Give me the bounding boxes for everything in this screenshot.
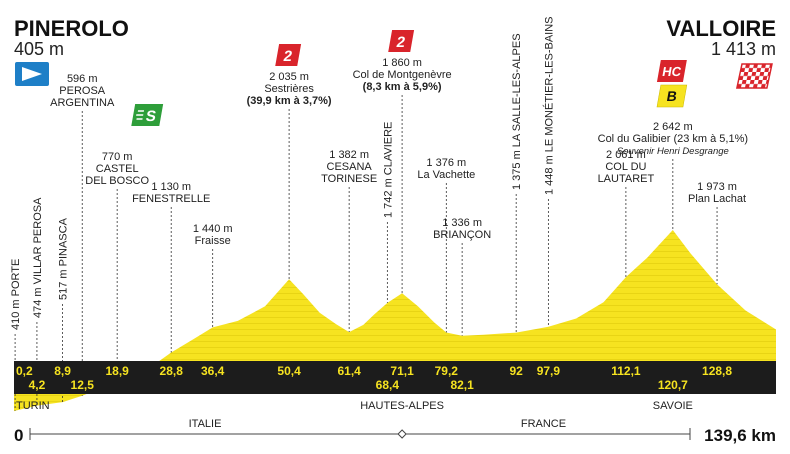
point-label: LAUTARET <box>598 173 655 185</box>
profile-area <box>14 230 776 412</box>
point-label: Col de Montgenèvre <box>353 69 452 81</box>
country-label: FRANCE <box>521 418 566 430</box>
point-label: 1 742 m CLAVIERE <box>382 122 394 218</box>
point-label: BRIANÇON <box>433 229 491 241</box>
bottom-group: TURIN HAUTES-ALPES SAVOIE ITALIE FRANCE 0 139,… <box>14 400 776 445</box>
sprint-bg <box>131 104 164 126</box>
start-altitude: 405 m <box>14 39 64 59</box>
point-label: La Vachette <box>417 169 475 181</box>
point-label: Col du Galibier (23 km à 5,1%) <box>598 133 748 145</box>
region-label: HAUTES-ALPES <box>360 400 444 412</box>
point-label: 1 973 m <box>697 181 737 193</box>
finish-town: VALLOIRE <box>666 16 776 41</box>
climb-hc-bg <box>656 60 687 82</box>
point-label: 1 448 m LE MONÉTIER-LES-BAINS <box>542 17 555 196</box>
point-label: Sestrières <box>264 83 314 95</box>
point-label: (8,3 km à 5,9%) <box>363 81 442 93</box>
point-label: Souvenir Henri Desgrange <box>617 146 729 157</box>
climb-cat2-bg <box>275 44 302 66</box>
distance-zero-label: 0 <box>14 426 23 445</box>
km-mark-label: 71,1 <box>390 364 414 378</box>
km-mark-label: 128,8 <box>702 364 732 378</box>
point-label: 1 382 m <box>329 149 369 161</box>
km-mark-label: 97,9 <box>537 364 561 378</box>
souvenir-b-label: B <box>665 88 678 104</box>
point-label: 1 440 m <box>193 223 233 235</box>
km-mark-label: 79,2 <box>435 364 459 378</box>
km-mark-label: 92 <box>509 364 523 378</box>
point-label: 517 m PINASCA <box>58 217 70 300</box>
km-mark-label: 112,1 <box>611 364 641 378</box>
country-label: ITALIE <box>189 418 222 430</box>
point-label: 1 376 m <box>426 157 466 169</box>
climb-hc-icon: HC <box>656 60 687 82</box>
region-label: SAVOIE <box>653 400 693 412</box>
point-label: 410 m PORTE <box>10 259 22 330</box>
km-band <box>14 361 776 394</box>
climb-hc-label: HC <box>661 64 683 79</box>
sprint-label: S <box>144 108 157 125</box>
km-mark-label: 18,9 <box>105 364 129 378</box>
point-label: 474 m VILLAR PEROSA <box>32 197 44 318</box>
climb-cat2-icon: 2 <box>275 44 302 66</box>
climb-cat2-label: 2 <box>395 34 406 51</box>
point-label: Fraisse <box>195 235 231 247</box>
km-mark-label: 50,4 <box>277 364 301 378</box>
point-label: TORINESE <box>321 173 377 185</box>
point-label: 1 336 m <box>442 217 482 229</box>
km-mark-label: 12,5 <box>71 378 95 392</box>
km-mark-label: 8,9 <box>54 364 71 378</box>
point-label: COL DU <box>605 161 646 173</box>
km-mark-label: 68,4 <box>376 378 400 392</box>
climb-cat2-icon: 2 <box>388 30 415 52</box>
climb-cat2-bg <box>388 30 415 52</box>
point-label: (39,9 km à 3,7%) <box>247 95 332 107</box>
labels-group: 410 m PORTE 474 m VILLAR PEROSA 517 m PINA… <box>10 17 748 411</box>
souvenir-b-icon: B <box>656 84 688 108</box>
point-label: CASTEL <box>96 163 139 175</box>
point-label: Plan Lachat <box>688 193 746 205</box>
point-label: 1 375 m LA SALLE-LES-ALPES <box>511 33 523 190</box>
distance-total-label: 139,6 km <box>704 426 776 445</box>
finish-altitude: 1 413 m <box>711 39 776 59</box>
km-mark-label: 61,4 <box>337 364 361 378</box>
km-mark-label: 28,8 <box>160 364 184 378</box>
km-mark-label: 0,2 <box>16 364 33 378</box>
point-label: 596 m <box>67 73 98 85</box>
point-label: DEL BOSCO <box>85 175 149 187</box>
region-label: TURIN <box>16 400 50 412</box>
km-marks-group: 0,24,2 8,912,5 18,9 28,8 36,4 50,4 61,4 71,168,… <box>16 364 732 392</box>
km-mark-label: 4,2 <box>29 378 46 392</box>
point-label: 1 130 m <box>151 181 191 193</box>
souvenir-b-bg <box>656 84 688 108</box>
climb-cat2-label: 2 <box>282 48 293 65</box>
point-label: PEROSA <box>59 85 106 97</box>
km-mark-label: 36,4 <box>201 364 225 378</box>
start-town: PINEROLO <box>14 16 129 41</box>
point-label: 2 642 m <box>653 121 693 133</box>
point-label: 1 860 m <box>382 57 422 69</box>
km-mark-label: 120,7 <box>658 378 688 392</box>
point-label: ARGENTINA <box>50 97 115 109</box>
border-marker <box>397 429 407 439</box>
finish-flag-icon <box>735 63 773 89</box>
profile-group <box>14 230 776 412</box>
km-mark-label: 82,1 <box>450 378 474 392</box>
point-label: CESANA <box>327 161 373 173</box>
sprint-icon: S <box>131 104 164 126</box>
point-label: 2 035 m <box>269 71 309 83</box>
point-label: 2 061 m <box>606 149 646 161</box>
point-label: FENESTRELLE <box>132 193 210 205</box>
point-label: 770 m <box>102 151 133 163</box>
start-flag-icon <box>15 62 49 86</box>
